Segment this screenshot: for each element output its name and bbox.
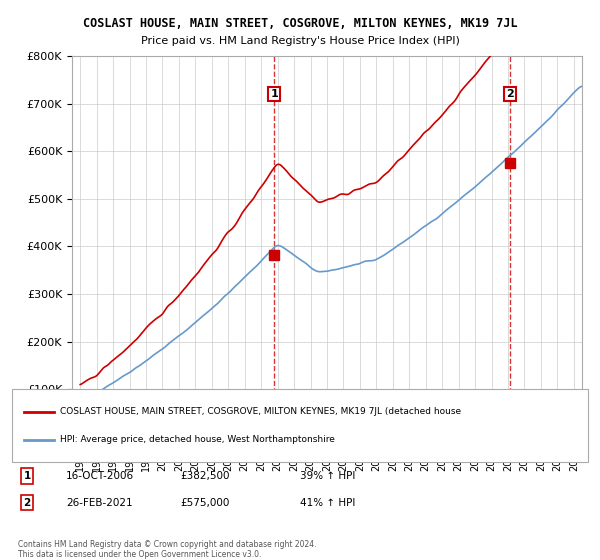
Text: COSLAST HOUSE, MAIN STREET, COSGROVE, MILTON KEYNES, MK19 7JL: COSLAST HOUSE, MAIN STREET, COSGROVE, MI… <box>83 17 517 30</box>
Text: HPI: Average price, detached house, West Northamptonshire: HPI: Average price, detached house, West… <box>60 435 335 444</box>
Text: 16-OCT-2006: 16-OCT-2006 <box>66 471 134 481</box>
Text: 26-FEB-2021: 26-FEB-2021 <box>66 498 133 508</box>
Text: Contains HM Land Registry data © Crown copyright and database right 2024.
This d: Contains HM Land Registry data © Crown c… <box>18 540 317 559</box>
Text: 39% ↑ HPI: 39% ↑ HPI <box>300 471 355 481</box>
Text: 2: 2 <box>506 89 514 99</box>
Text: £382,500: £382,500 <box>180 471 229 481</box>
Text: 1: 1 <box>23 471 31 481</box>
Text: COSLAST HOUSE, MAIN STREET, COSGROVE, MILTON KEYNES, MK19 7JL (detached house: COSLAST HOUSE, MAIN STREET, COSGROVE, MI… <box>60 407 461 416</box>
Text: Price paid vs. HM Land Registry's House Price Index (HPI): Price paid vs. HM Land Registry's House … <box>140 36 460 46</box>
Text: 2: 2 <box>23 498 31 508</box>
Text: £575,000: £575,000 <box>180 498 229 508</box>
Text: 41% ↑ HPI: 41% ↑ HPI <box>300 498 355 508</box>
Text: 1: 1 <box>271 89 278 99</box>
